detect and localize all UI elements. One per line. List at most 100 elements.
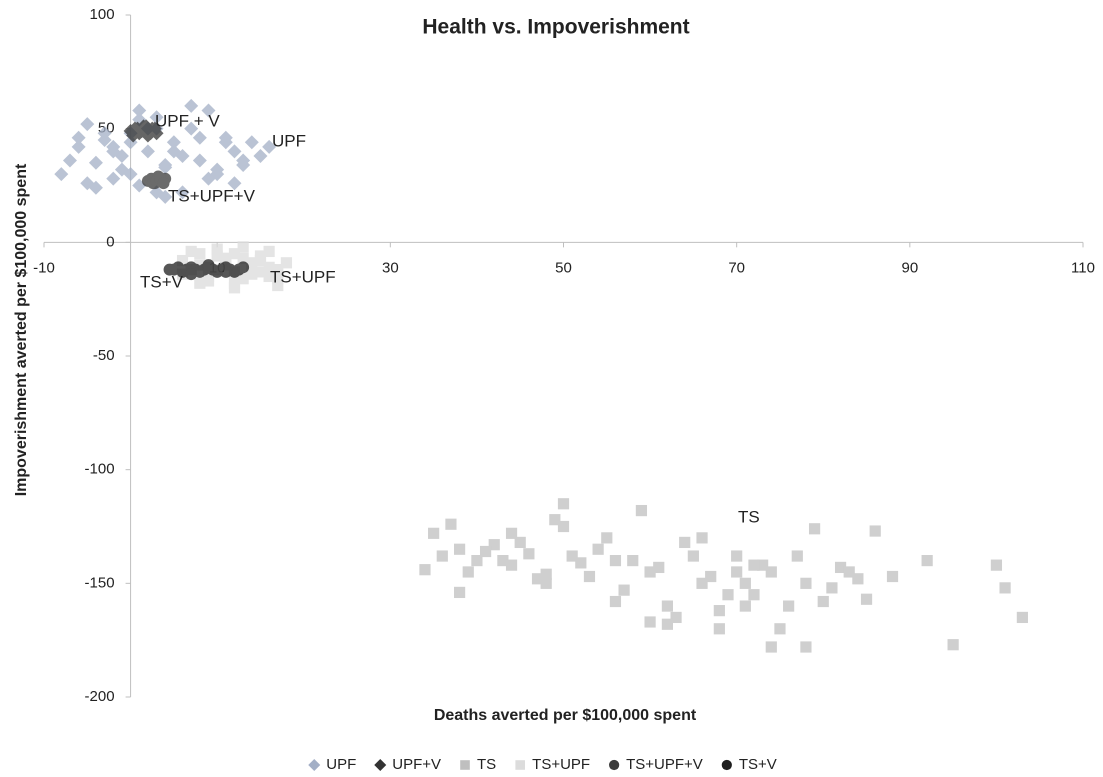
point bbox=[132, 103, 147, 118]
point bbox=[272, 279, 284, 292]
legend-marker bbox=[721, 759, 732, 771]
point bbox=[211, 243, 223, 255]
y-tick-label: 100 bbox=[90, 6, 115, 23]
point bbox=[192, 153, 207, 168]
annotation: TS+UPF bbox=[270, 267, 336, 286]
point bbox=[246, 268, 258, 280]
annotation: UPF + V bbox=[155, 111, 220, 130]
annotation: UPF bbox=[272, 131, 306, 150]
point bbox=[886, 570, 899, 583]
point bbox=[748, 559, 760, 571]
legend-marker bbox=[460, 760, 470, 770]
annotation: TS bbox=[738, 507, 760, 526]
point bbox=[739, 600, 751, 612]
x-tick-label: 50 bbox=[555, 259, 572, 276]
x-axis-title: Deaths averted per $100,000 spent bbox=[434, 707, 697, 724]
point bbox=[136, 121, 151, 136]
x-tick-label: 90 bbox=[901, 259, 918, 276]
series bbox=[163, 259, 250, 281]
point bbox=[999, 582, 1011, 594]
legend-marker bbox=[515, 760, 525, 770]
point bbox=[713, 623, 725, 635]
point bbox=[237, 273, 249, 285]
point bbox=[618, 584, 630, 596]
point bbox=[921, 555, 933, 567]
point bbox=[739, 577, 751, 589]
point bbox=[192, 130, 207, 145]
series bbox=[123, 119, 164, 143]
point bbox=[272, 273, 284, 285]
point bbox=[687, 550, 699, 562]
point bbox=[679, 536, 691, 549]
point bbox=[227, 176, 242, 191]
point bbox=[514, 536, 526, 549]
legend-label: TS bbox=[477, 756, 496, 773]
point bbox=[80, 117, 95, 132]
point bbox=[808, 523, 821, 535]
point bbox=[609, 555, 622, 567]
point bbox=[184, 121, 199, 136]
point bbox=[201, 103, 216, 118]
point bbox=[705, 570, 717, 583]
point bbox=[445, 518, 457, 530]
point bbox=[436, 550, 448, 562]
point bbox=[661, 618, 673, 630]
point bbox=[54, 167, 69, 182]
point bbox=[852, 573, 864, 585]
point bbox=[557, 498, 570, 510]
y-tick-label: 0 bbox=[106, 233, 114, 250]
point bbox=[185, 245, 197, 258]
point bbox=[627, 555, 639, 567]
series bbox=[141, 170, 172, 190]
point bbox=[540, 568, 552, 580]
legend-marker bbox=[308, 759, 321, 771]
point bbox=[454, 543, 466, 555]
legend-marker bbox=[609, 759, 620, 771]
point bbox=[228, 282, 241, 294]
legend-label: TS+UPF bbox=[532, 756, 590, 773]
point bbox=[140, 144, 155, 159]
point bbox=[272, 264, 284, 276]
point bbox=[575, 557, 587, 569]
point bbox=[106, 171, 121, 186]
point bbox=[71, 139, 86, 154]
series bbox=[54, 98, 277, 204]
point bbox=[263, 245, 275, 258]
annotation: TS+V bbox=[140, 272, 184, 291]
point bbox=[462, 566, 474, 578]
x-tick-label: -10 bbox=[33, 259, 55, 276]
point bbox=[670, 611, 682, 624]
point bbox=[254, 266, 267, 278]
point bbox=[696, 577, 708, 589]
x-tick-label: 70 bbox=[728, 259, 745, 276]
point bbox=[454, 586, 466, 599]
point bbox=[166, 135, 181, 150]
point bbox=[88, 180, 103, 195]
point bbox=[601, 532, 613, 544]
point bbox=[246, 259, 258, 271]
point bbox=[869, 525, 881, 537]
point bbox=[583, 570, 596, 583]
point bbox=[609, 595, 622, 608]
point bbox=[62, 153, 77, 168]
point bbox=[236, 153, 251, 168]
point bbox=[592, 543, 604, 555]
point bbox=[731, 550, 743, 562]
point bbox=[843, 566, 855, 578]
point bbox=[158, 189, 173, 204]
point bbox=[201, 171, 216, 186]
point bbox=[237, 261, 250, 274]
point bbox=[158, 158, 173, 173]
chart-title: Health vs. Impoverishment bbox=[422, 16, 689, 39]
point bbox=[523, 548, 535, 560]
point bbox=[262, 139, 277, 154]
y-axis-title: Impoverishment averted per $100,000 spen… bbox=[13, 163, 30, 496]
x-tick-label: 110 bbox=[1071, 259, 1095, 276]
point bbox=[947, 639, 959, 651]
point bbox=[479, 545, 492, 558]
point bbox=[557, 520, 570, 533]
point bbox=[184, 98, 199, 113]
point bbox=[497, 555, 509, 567]
point bbox=[244, 135, 259, 150]
